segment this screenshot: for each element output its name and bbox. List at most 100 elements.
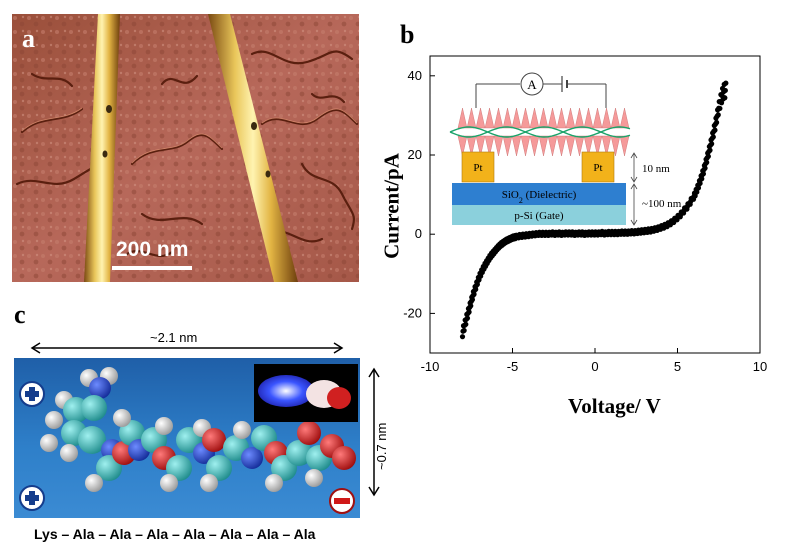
peptide-cone	[511, 135, 522, 157]
atom	[200, 474, 218, 492]
peptide-cone	[493, 107, 504, 129]
panel-label-c: c	[14, 300, 26, 329]
y-tick-label: 40	[408, 68, 422, 83]
data-point	[707, 147, 713, 153]
x-tick-label: 0	[591, 359, 598, 374]
peptide-cone	[601, 107, 612, 129]
p-si-layer	[452, 205, 626, 225]
peptide-cone	[520, 135, 531, 157]
afm-image: a 200 nm	[12, 14, 359, 282]
peptide-cone	[556, 135, 567, 157]
nanowire-left	[84, 14, 120, 282]
peptide-sequence: Lys – Ala – Ala – Ala – Ala – Ala – Ala …	[34, 526, 316, 542]
peptide-cone	[538, 135, 549, 157]
data-point	[717, 105, 723, 112]
panel-label-a: a	[22, 24, 35, 53]
atom	[40, 434, 58, 452]
peptide-cone	[502, 135, 513, 157]
peptide-cone	[574, 135, 585, 157]
data-point	[709, 141, 715, 147]
data-point	[471, 291, 477, 297]
peptide-cone	[466, 135, 477, 157]
nanowire-helix-2	[449, 126, 631, 138]
peptide-cone	[538, 107, 549, 129]
peptide-cone	[565, 135, 576, 157]
nanowire-right	[208, 14, 298, 282]
dim-arrowheads-100nm	[630, 183, 638, 226]
peptide-cone	[556, 107, 567, 129]
atom	[241, 447, 263, 469]
peptide-cone	[520, 107, 531, 129]
scale-bar-label: 200 nm	[116, 238, 189, 261]
atom	[113, 409, 131, 427]
sio2-layer	[452, 183, 626, 205]
atom	[85, 474, 103, 492]
peptide-cone	[484, 135, 495, 157]
pt-right-label: Pt	[593, 162, 602, 174]
peptide-cone	[574, 107, 585, 129]
data-point	[705, 153, 711, 159]
peptide-cone	[529, 107, 540, 129]
data-point	[466, 309, 472, 315]
atom	[160, 474, 178, 492]
data-point	[700, 171, 707, 177]
data-point	[461, 327, 467, 334]
peptide-cone	[475, 135, 486, 157]
p-si-label: p-Si (Gate)	[514, 210, 564, 222]
sio2-label: SiO2 (Dielectric)	[502, 189, 577, 205]
peptide-cone	[493, 135, 504, 157]
atom	[265, 474, 283, 492]
afm-topography	[12, 14, 359, 282]
peptide-cone	[502, 107, 513, 129]
data-point	[463, 321, 469, 327]
height-dimension	[368, 367, 380, 497]
atom	[233, 421, 251, 439]
atom	[202, 428, 226, 452]
peptide-cone	[592, 107, 603, 129]
peptide-cone	[484, 107, 495, 129]
iv-chart: -10 -5 0 5 10 -20 0 20 40 A Pt Pt SiO2 (Dielectr…	[403, 55, 767, 374]
y-axis-label: Current/pA	[379, 153, 404, 259]
peptide-cone	[547, 135, 558, 157]
esp-negative-region	[327, 387, 351, 409]
dim-10nm-label: 10 nm	[642, 163, 670, 175]
atom	[297, 421, 321, 445]
peptide-cone	[619, 107, 630, 129]
height-label: ~0.7 nm	[374, 422, 389, 470]
atom	[305, 469, 323, 487]
atom	[286, 440, 312, 466]
pt-electrode-left	[461, 151, 495, 183]
peptide-cone	[601, 135, 612, 157]
data-point	[469, 297, 476, 303]
width-label: ~2.1 nm	[150, 330, 198, 345]
esp-positive-region	[258, 375, 314, 407]
data-point	[722, 87, 728, 94]
data-point	[702, 165, 708, 171]
data-point	[704, 159, 710, 166]
x-tick-label: 5	[674, 359, 681, 374]
axis-ticks: -10 -5 0 5 10 -20 0 20 40	[403, 68, 767, 374]
atom	[81, 395, 107, 421]
data-point	[459, 334, 466, 340]
width-dimension	[30, 342, 344, 354]
data-point	[464, 315, 471, 321]
peptide-cone	[511, 107, 522, 129]
y-tick-label: 0	[415, 226, 422, 241]
atom	[166, 455, 192, 481]
peptide-cone	[565, 107, 576, 129]
atom	[332, 446, 356, 470]
x-tick-label: -10	[421, 359, 440, 374]
data-point	[710, 134, 716, 140]
data-point	[714, 119, 720, 126]
data-point	[715, 112, 721, 118]
peptide-cone	[619, 135, 630, 157]
x-tick-label: 10	[753, 359, 767, 374]
peptide-cone	[592, 135, 603, 157]
data-point	[712, 127, 718, 133]
panel-label-b: b	[400, 20, 415, 49]
scale-bar	[112, 266, 192, 270]
dim-arrowheads-10nm	[630, 152, 638, 183]
data-point	[699, 176, 705, 182]
atom	[96, 455, 122, 481]
atom	[89, 377, 111, 399]
